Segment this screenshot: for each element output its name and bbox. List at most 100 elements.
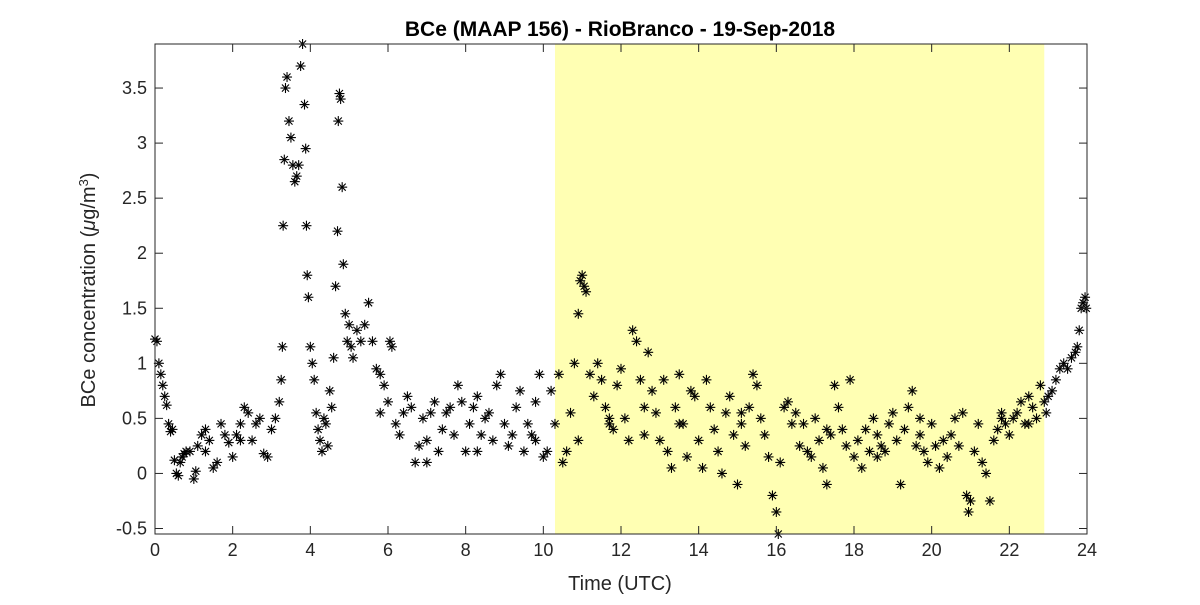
data-point [682, 451, 693, 462]
data-point [375, 369, 386, 380]
data-point [957, 407, 968, 418]
data-point [402, 391, 413, 402]
data-point [1047, 385, 1058, 396]
data-point [596, 374, 607, 385]
data-point [526, 429, 537, 440]
data-point [557, 457, 568, 468]
data-point [291, 171, 302, 182]
data-point [1072, 341, 1083, 352]
data-point [573, 435, 584, 446]
data-point [280, 83, 291, 94]
data-point [546, 385, 557, 396]
x-tick-label: 0 [150, 540, 160, 560]
data-point [697, 462, 708, 473]
y-axis-label-superscript: 3 [76, 179, 91, 186]
data-point [732, 479, 743, 490]
data-point [476, 429, 487, 440]
data-point [326, 402, 337, 413]
data-point [720, 407, 731, 418]
data-point [1041, 407, 1052, 418]
data-point [200, 424, 211, 435]
data-point [736, 407, 747, 418]
data-point [161, 400, 172, 411]
data-point [276, 374, 287, 385]
data-point [417, 413, 428, 424]
data-point [724, 391, 735, 402]
data-point [775, 457, 786, 468]
data-point [619, 413, 630, 424]
data-point [344, 319, 355, 330]
data-point [235, 418, 246, 429]
data-point [335, 94, 346, 105]
x-tick-label: 6 [383, 540, 393, 560]
data-point [852, 435, 863, 446]
data-point [204, 435, 215, 446]
x-tick-label: 12 [611, 540, 631, 560]
data-point [969, 446, 980, 457]
data-point [748, 369, 759, 380]
data-point [300, 143, 311, 154]
data-point [279, 154, 290, 165]
data-point [779, 402, 790, 413]
data-point [647, 385, 658, 396]
data-point [277, 341, 288, 352]
data-point [270, 413, 281, 424]
data-point [375, 407, 386, 418]
data-point [534, 369, 545, 380]
data-point [315, 435, 326, 446]
x-tick-label: 20 [922, 540, 942, 560]
data-point [581, 286, 592, 297]
x-tick-label: 14 [689, 540, 709, 560]
data-point [456, 396, 467, 407]
data-point [518, 446, 529, 457]
data-point [282, 72, 293, 83]
data-point [1066, 352, 1077, 363]
data-point [307, 358, 318, 369]
data-point [328, 352, 339, 363]
data-point [891, 435, 902, 446]
data-point [348, 352, 359, 363]
data-point [394, 429, 405, 440]
data-point [794, 440, 805, 451]
data-point [227, 451, 238, 462]
data-point [569, 358, 580, 369]
data-point [755, 413, 766, 424]
data-point [472, 391, 483, 402]
data-point [464, 418, 475, 429]
data-point [817, 462, 828, 473]
data-point [670, 402, 681, 413]
data-point [445, 402, 456, 413]
x-tick-label: 18 [844, 540, 864, 560]
data-point [1000, 418, 1011, 429]
data-point [247, 435, 258, 446]
data-point [190, 466, 201, 477]
data-point [1062, 363, 1073, 374]
data-point [658, 374, 669, 385]
data-point [845, 374, 856, 385]
data-point [841, 440, 852, 451]
x-tick-label: 16 [766, 540, 786, 560]
data-point [934, 462, 945, 473]
data-point [821, 479, 832, 490]
data-point [338, 259, 349, 270]
data-point [491, 380, 502, 391]
x-axis-label: Time (UTC) [568, 573, 672, 595]
data-point [472, 446, 483, 457]
data-point [495, 369, 506, 380]
data-point [163, 418, 174, 429]
data-point [631, 336, 642, 347]
data-point [1054, 363, 1065, 374]
data-point [654, 435, 665, 446]
data-point [184, 446, 195, 457]
data-point [262, 451, 273, 462]
data-point [988, 435, 999, 446]
y-tick-label: 3 [137, 133, 147, 153]
data-point [942, 451, 953, 462]
data-point [433, 446, 444, 457]
data-point [864, 446, 875, 457]
data-point [425, 407, 436, 418]
data-point [1035, 380, 1046, 391]
y-tick-label: 1 [137, 353, 147, 373]
data-point [1023, 391, 1034, 402]
